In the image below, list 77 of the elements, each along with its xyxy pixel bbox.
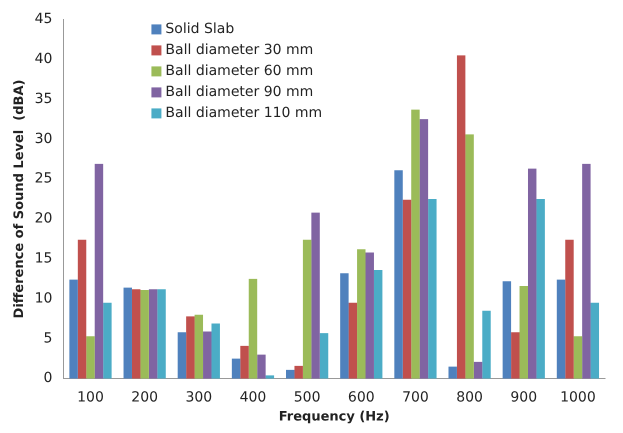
bar [574, 336, 582, 379]
x-tick-label: 800 [456, 390, 483, 406]
x-tick-label: 300 [185, 390, 212, 406]
y-tick-label: 5 [43, 330, 52, 346]
bar [266, 375, 274, 379]
bar [482, 310, 491, 379]
bar [582, 164, 591, 379]
x-tick-label: 100 [77, 390, 104, 406]
legend-label: Ball diameter 110 mm [165, 105, 322, 122]
y-tick-label: 30 [34, 130, 52, 147]
bar [528, 168, 536, 379]
y-tick-label: 25 [34, 170, 52, 187]
bar [94, 164, 104, 379]
bar [157, 289, 166, 379]
x-tick-label: 200 [131, 390, 158, 406]
x-axis-title: Frequency (Hz) [278, 410, 390, 425]
x-tick-label: 700 [402, 390, 429, 406]
bar [448, 366, 457, 379]
y-tick-label: 35 [34, 90, 52, 107]
bar [565, 240, 574, 379]
bar [132, 289, 140, 379]
bar [69, 280, 78, 379]
bar [520, 286, 528, 379]
bar [86, 336, 95, 379]
bar [428, 199, 437, 379]
bar [402, 200, 412, 379]
bar [194, 314, 204, 379]
bar [366, 252, 374, 379]
y-tick-label: 45 [34, 11, 52, 28]
bar [394, 170, 403, 379]
bar [556, 280, 566, 379]
bar [178, 332, 186, 379]
legend-label: Solid Slab [165, 21, 234, 38]
bar [320, 333, 328, 379]
bar [311, 212, 320, 379]
bar [465, 134, 474, 379]
bar [456, 55, 466, 379]
y-tick-label: 40 [34, 50, 52, 67]
legend-label: Ball diameter 90 mm [165, 84, 314, 100]
bar [232, 358, 240, 379]
bar [257, 354, 266, 379]
bar [357, 249, 366, 379]
bar [411, 110, 420, 379]
x-tick-label: 1000 [560, 390, 596, 406]
y-tick-label: 20 [34, 210, 52, 227]
legend-label: Ball diameter 60 mm [165, 63, 314, 80]
bar [124, 288, 132, 379]
x-tick-label: 900 [510, 390, 538, 406]
bar [203, 332, 212, 379]
bar [148, 289, 158, 379]
bar [294, 366, 303, 379]
bar [140, 290, 149, 379]
bar [340, 273, 349, 379]
bar [536, 199, 545, 379]
x-tick-label: 600 [348, 390, 375, 406]
bar [511, 332, 520, 379]
bar [103, 302, 112, 379]
bar [240, 346, 249, 379]
bar [248, 278, 258, 379]
bar [502, 281, 512, 379]
bar [302, 240, 312, 379]
bar [374, 270, 382, 379]
bar [348, 302, 358, 379]
bar [286, 370, 294, 379]
x-tick-label: 400 [240, 390, 266, 406]
x-tick-label: 500 [294, 390, 320, 406]
bar [78, 240, 86, 379]
bar [211, 324, 220, 379]
bar [186, 316, 195, 379]
y-tick-label: 10 [34, 290, 52, 306]
y-tick-label: 15 [34, 250, 52, 267]
legend-label: Ball diameter 30 mm [165, 42, 314, 58]
bar [420, 119, 428, 379]
bar [590, 302, 600, 379]
y-tick-label: 0 [43, 370, 52, 386]
bar [474, 362, 482, 379]
y-axis-title: Difference of Sound Level (dBA) [12, 80, 28, 318]
